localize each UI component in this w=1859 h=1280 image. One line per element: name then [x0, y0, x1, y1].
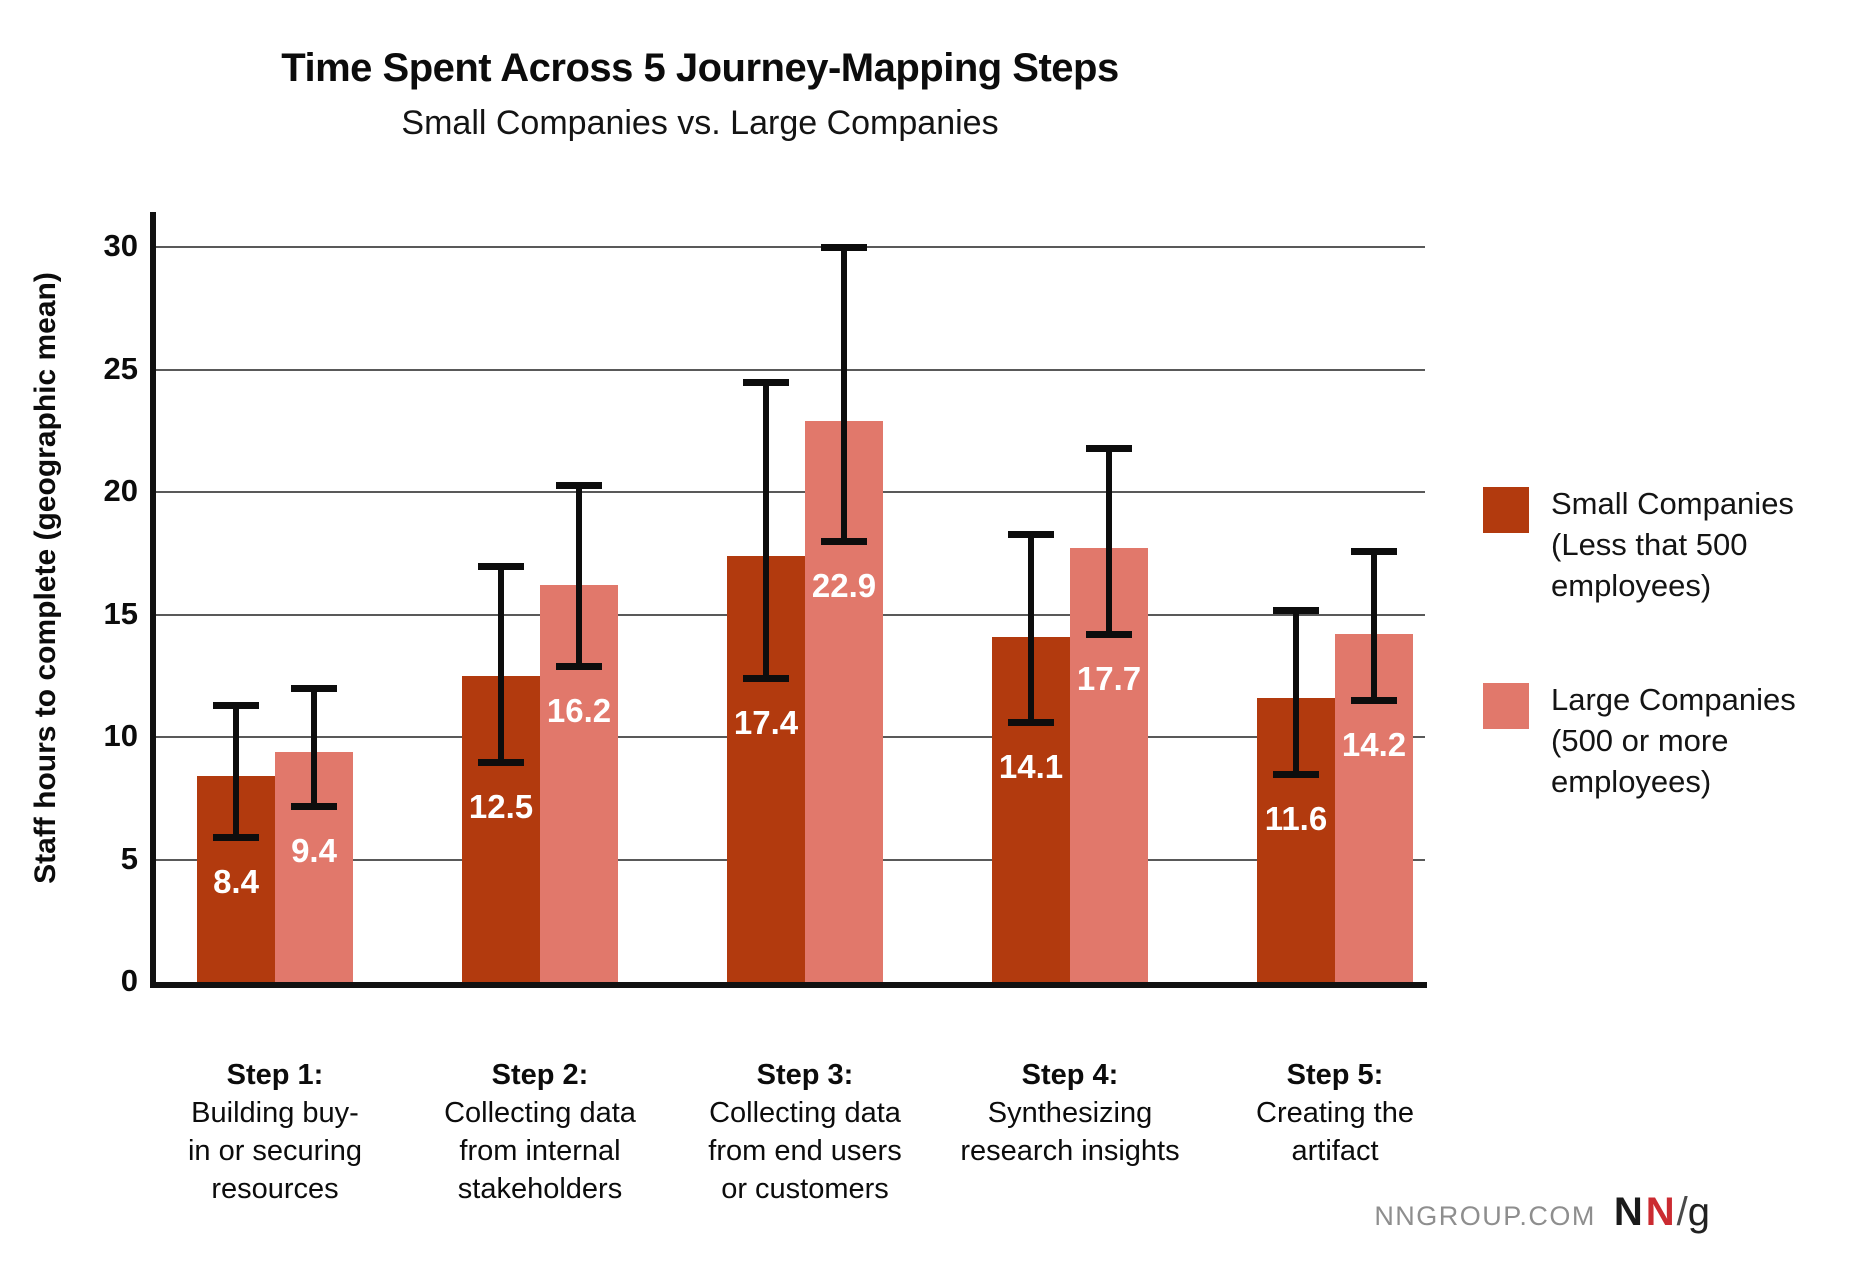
error-bar-line	[1106, 447, 1112, 635]
x-category-label-step1: Step 1: Building buy-in or securing resour…	[140, 1056, 410, 1208]
x-category-line: or customers	[721, 1173, 889, 1205]
y-tick-label-5: 5	[120, 840, 138, 876]
x-category-step-number: Step 2:	[491, 1059, 589, 1091]
error-bar-cap-bottom	[1351, 697, 1397, 705]
error-bar-line	[763, 381, 769, 679]
value-label: 8.4	[213, 863, 259, 901]
x-category-line: research insights	[960, 1135, 1180, 1167]
value-label: 17.7	[1076, 660, 1142, 698]
legend-swatch-small	[1483, 487, 1529, 533]
value-label: 22.9	[811, 567, 877, 604]
legend-label-line: employees)	[1551, 764, 1712, 799]
y-tick-label-20: 20	[103, 473, 138, 508]
y-tick-label-10: 10	[103, 718, 138, 753]
error-bar-cap-bottom	[743, 675, 789, 683]
legend-label-line: (500 or more	[1551, 723, 1729, 758]
x-category-line: Collecting data	[444, 1097, 636, 1129]
value-label: 11.6	[1264, 799, 1328, 837]
x-category-line: Creating the	[1256, 1097, 1414, 1129]
value-label: 16.2	[546, 691, 612, 729]
error-bar-cap-bottom	[213, 834, 259, 842]
x-category-step-number: Step 1:	[226, 1059, 324, 1091]
error-bar-line	[576, 484, 582, 666]
error-bar-cap-top	[1008, 530, 1054, 538]
error-bar-cap-top	[213, 702, 259, 710]
nng-logo-n2: N	[1645, 1190, 1675, 1234]
error-bar-line	[311, 688, 317, 806]
value-label: 17.4	[733, 704, 799, 742]
error-bar-cap-top	[743, 378, 789, 386]
x-category-line: from end users	[708, 1135, 902, 1167]
error-bar-cap-top	[1086, 444, 1132, 452]
legend-label-line: (Less that 500	[1551, 527, 1748, 562]
y-tick-label-15: 15	[103, 595, 138, 631]
legend-swatch-large	[1483, 683, 1529, 729]
error-bar-cap-top	[1351, 547, 1397, 555]
y-tick-label-30: 30	[103, 228, 138, 263]
x-category-line: Collecting data	[709, 1097, 901, 1129]
x-axis-line	[150, 982, 1427, 988]
value-label: 14.2	[1341, 726, 1407, 764]
value-label: 14.1	[998, 748, 1064, 786]
legend-label-large: Large Companies (500 or more employees)	[1551, 679, 1796, 802]
error-bar-cap-top	[291, 685, 337, 692]
x-category-line: Synthesizing	[987, 1097, 1153, 1129]
error-bar-cap-top	[821, 244, 867, 251]
legend-label-small: Small Companies (Less that 500 employees)	[1551, 483, 1794, 606]
footer-site-text: NNGROUP.COM	[1374, 1201, 1596, 1231]
x-category-step-number: Step 3:	[756, 1059, 854, 1091]
chart-title: Time Spent Across 5 Journey-Mapping Step…	[281, 46, 1119, 90]
x-category-label-step5: Step 5: Creating the artifact	[1200, 1056, 1470, 1170]
y-tick-label-25: 25	[103, 350, 138, 386]
error-bar-cap-top	[478, 562, 524, 570]
error-bar-cap-top	[1273, 606, 1319, 614]
x-category-line: resources	[211, 1173, 339, 1205]
error-bar-line	[233, 705, 239, 838]
error-bar-line	[1293, 609, 1299, 774]
error-bar-cap-bottom	[556, 662, 602, 670]
error-bar-line	[1371, 550, 1377, 701]
x-category-line: Building buy-	[191, 1097, 359, 1129]
x-category-step-number: Step 4:	[1021, 1059, 1119, 1091]
nng-logo-g: g	[1687, 1190, 1710, 1234]
x-category-line: in or securing	[187, 1135, 363, 1167]
x-category-line: stakeholders	[457, 1173, 623, 1205]
error-bar-cap-top	[556, 481, 602, 489]
error-bar-cap-bottom	[478, 758, 524, 766]
error-bar-cap-bottom	[291, 802, 337, 810]
nng-logo: NN/g	[1614, 1190, 1710, 1235]
error-bar-line	[841, 247, 847, 541]
legend-label-line: Small Companies	[1551, 486, 1794, 521]
gridline-20	[150, 491, 1425, 493]
nng-logo-n1: N	[1613, 1190, 1643, 1234]
error-bar-cap-bottom	[1273, 770, 1319, 778]
x-category-step-number: Step 5:	[1286, 1059, 1384, 1091]
y-axis-line	[150, 212, 156, 988]
chart-subtitle: Small Companies vs. Large Companies	[401, 104, 999, 142]
x-category-label-step4: Step 4: Synthesizing research insights	[935, 1056, 1205, 1170]
x-category-line: artifact	[1291, 1135, 1379, 1167]
error-bar-line	[498, 565, 504, 762]
error-bar-cap-bottom	[1086, 631, 1132, 639]
nng-logo-slash: /	[1676, 1190, 1688, 1234]
gridline-30	[150, 246, 1425, 248]
value-label: 12.5	[468, 787, 534, 825]
error-bar-cap-bottom	[821, 538, 867, 545]
gridline-25	[150, 368, 1425, 371]
legend-label-line: Large Companies	[1551, 682, 1796, 717]
value-label: 9.4	[291, 831, 337, 869]
x-category-label-step3: Step 3: Collecting data from end users or c…	[670, 1056, 940, 1208]
legend-label-line: employees)	[1551, 568, 1712, 603]
error-bar-line	[1028, 533, 1034, 723]
x-category-line: from internal	[459, 1135, 621, 1167]
y-tick-label-0: 0	[120, 963, 138, 998]
error-bar-cap-bottom	[1008, 719, 1054, 727]
footer: NNGROUP.COM NN/g	[1280, 1190, 1710, 1235]
x-category-label-step2: Step 2: Collecting data from internal stake…	[405, 1056, 675, 1208]
